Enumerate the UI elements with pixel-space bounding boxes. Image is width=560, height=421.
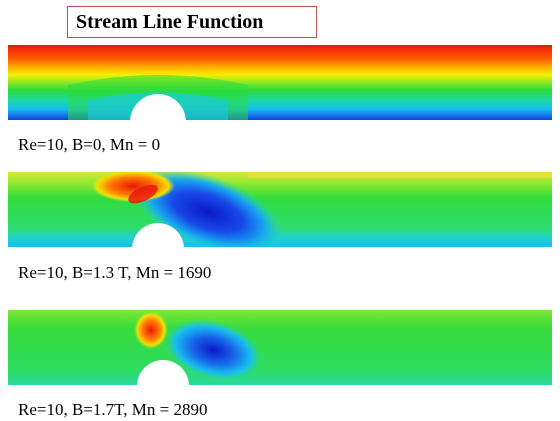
panel-caption-1: Re=10, B=0, Mn = 0 (18, 135, 161, 154)
contour-panel-3 (8, 310, 552, 385)
cylinder-obstacle (130, 94, 186, 120)
contour-panel-2 (8, 172, 552, 247)
streamline-contour-plot-2 (8, 172, 552, 247)
streamline-contour-plot-3 (8, 310, 552, 385)
panel-caption-2: Re=10, B=1.3 T, Mn = 1690 (18, 263, 212, 282)
top-wall-band (248, 172, 552, 178)
streamline-contour-plot-1 (8, 45, 552, 120)
red-vortex (134, 311, 168, 349)
blue-vortex (162, 318, 264, 382)
contour-field (8, 310, 552, 385)
cylinder-obstacle (137, 360, 189, 385)
panel-caption-3: Re=10, B=1.7T, Mn = 2890 (18, 400, 208, 419)
figure-title: Stream Line Function (67, 6, 317, 38)
cylinder-obstacle (132, 223, 184, 247)
red-vortex-core (128, 184, 158, 204)
contour-panel-1 (8, 45, 552, 120)
